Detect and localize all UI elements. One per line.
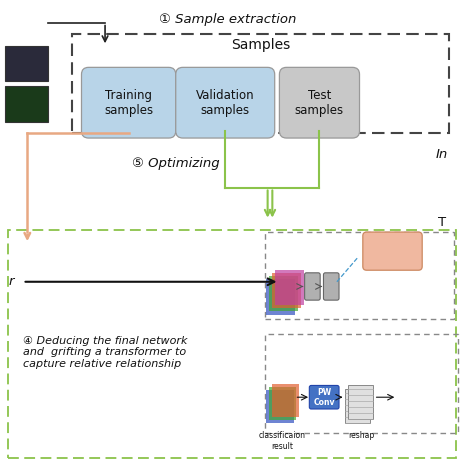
Bar — [265, 334, 458, 433]
FancyBboxPatch shape — [323, 273, 339, 300]
Text: PW
Conv: PW Conv — [313, 388, 335, 407]
Text: r: r — [9, 275, 15, 288]
Bar — [266, 279, 295, 315]
Bar — [9, 230, 456, 458]
FancyBboxPatch shape — [310, 385, 339, 409]
Text: Validation
samples: Validation samples — [196, 89, 255, 117]
Text: Test
samples: Test samples — [295, 89, 344, 117]
Bar — [5, 86, 47, 121]
Bar — [272, 273, 301, 308]
Bar — [269, 276, 298, 311]
Bar — [265, 232, 454, 319]
FancyBboxPatch shape — [176, 67, 275, 138]
Bar — [266, 390, 293, 423]
Text: Samples: Samples — [231, 38, 290, 52]
Bar — [346, 389, 370, 423]
Text: reshap: reshap — [349, 431, 375, 440]
FancyBboxPatch shape — [305, 273, 320, 300]
Text: ① Sample extraction: ① Sample extraction — [159, 13, 296, 26]
Text: In: In — [436, 148, 448, 161]
Bar — [269, 387, 296, 420]
FancyBboxPatch shape — [363, 232, 422, 270]
Bar — [348, 385, 373, 419]
FancyBboxPatch shape — [82, 67, 176, 138]
Bar — [5, 46, 47, 82]
Text: ⑤ Optimizing: ⑤ Optimizing — [132, 157, 219, 171]
FancyBboxPatch shape — [279, 67, 359, 138]
Bar — [275, 270, 304, 305]
Text: T: T — [438, 216, 446, 229]
Text: ④ Deducing the final network
and  grifting a transformer to
capture relative rel: ④ Deducing the final network and griftin… — [23, 336, 187, 369]
Bar — [72, 35, 449, 133]
Bar — [272, 383, 299, 417]
Text: classificaion
result: classificaion result — [258, 431, 305, 451]
Text: Training
samples: Training samples — [104, 89, 153, 117]
